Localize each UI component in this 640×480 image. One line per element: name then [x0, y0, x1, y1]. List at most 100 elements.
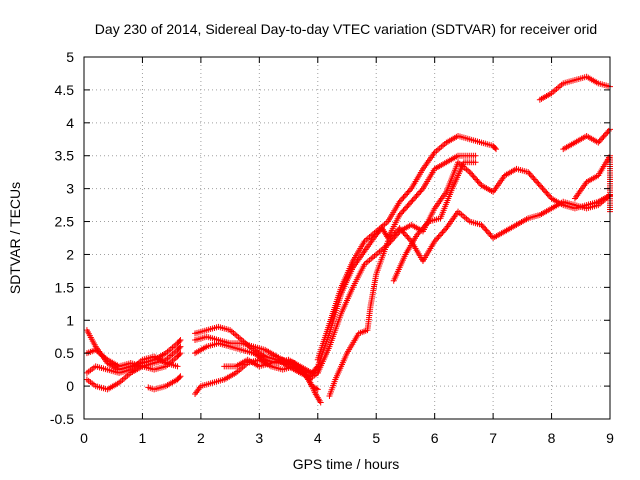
data-point: [442, 226, 449, 233]
data-point: [391, 230, 398, 237]
data-point: [472, 159, 479, 166]
y-tick-label: 1: [66, 312, 74, 328]
y-tick-label: -0.5: [50, 411, 74, 427]
data-point: [418, 227, 425, 234]
data-point: [483, 227, 490, 234]
data-point: [405, 235, 412, 242]
data-point: [404, 203, 411, 210]
data-point: [421, 222, 428, 229]
data-point: [438, 230, 445, 237]
data-point: [601, 132, 608, 139]
data-point: [396, 198, 403, 205]
data-point: [545, 192, 552, 199]
data-point: [414, 191, 421, 198]
x-tick-label: 2: [197, 430, 205, 446]
data-point: [471, 175, 478, 182]
series-trace-10: [221, 356, 324, 406]
series-trace-12: [314, 132, 500, 363]
data-point: [396, 211, 403, 218]
data-point: [468, 170, 475, 177]
data-point: [416, 228, 423, 235]
data-point: [599, 135, 606, 142]
series-trace-5: [145, 373, 184, 393]
data-point: [397, 197, 404, 204]
data-point: [177, 343, 184, 350]
data-point: [414, 231, 421, 238]
data-point: [384, 238, 391, 245]
data-point: [420, 224, 427, 231]
x-tick-label: 0: [80, 430, 88, 446]
data-point: [416, 190, 423, 197]
data-point: [406, 200, 413, 207]
data-point: [434, 235, 441, 242]
data-point: [432, 236, 439, 243]
data-point: [404, 233, 411, 240]
data-point: [473, 176, 480, 183]
data-point: [481, 224, 488, 231]
data-point: [404, 190, 411, 197]
chart-title: Day 230 of 2014, Sidereal Day-to-day VTE…: [95, 21, 597, 37]
x-tick-label: 8: [548, 430, 556, 446]
data-point: [409, 197, 416, 204]
data-point: [400, 207, 407, 214]
data-point: [400, 194, 407, 201]
data-point: [525, 169, 532, 176]
data-point: [440, 228, 447, 235]
data-point: [530, 175, 537, 182]
data-point: [405, 201, 412, 208]
data-point: [482, 226, 489, 233]
plot-frame: [83, 56, 611, 420]
series-trace-17: [560, 126, 613, 153]
data-point: [388, 233, 395, 240]
data-point: [535, 180, 542, 187]
data-point: [174, 363, 181, 370]
series-trace-16: [536, 73, 613, 103]
data-point: [529, 173, 536, 180]
x-tick-label: 1: [139, 430, 147, 446]
data-point: [466, 169, 473, 176]
data-point: [401, 206, 408, 213]
data-point: [595, 139, 602, 146]
data-point: [436, 232, 443, 239]
data-point: [600, 133, 607, 140]
data-point: [399, 209, 406, 216]
y-axis-label: SDTVAR / TECUs: [7, 182, 23, 294]
data-point: [396, 225, 403, 232]
data-point: [397, 226, 404, 233]
data-series: [83, 73, 613, 406]
x-tick-label: 5: [372, 430, 380, 446]
data-point: [417, 188, 424, 195]
data-point: [543, 189, 550, 196]
y-tick-label: 3: [66, 181, 74, 197]
y-tick-label: 0.5: [55, 345, 75, 361]
data-point: [424, 220, 431, 227]
data-point: [597, 136, 604, 143]
data-point: [469, 172, 476, 179]
data-point: [399, 195, 406, 202]
data-point: [478, 221, 485, 228]
x-tick-label: 9: [606, 430, 614, 446]
data-point: [317, 399, 324, 406]
data-point: [526, 170, 533, 177]
data-point: [408, 198, 415, 205]
data-point: [406, 187, 413, 194]
data-point: [435, 233, 442, 240]
data-point: [492, 145, 499, 152]
data-point: [410, 195, 417, 202]
data-point: [177, 373, 184, 380]
data-point: [419, 225, 426, 232]
x-tick-label: 7: [489, 430, 497, 446]
data-point: [423, 221, 430, 228]
data-point: [397, 210, 404, 217]
x-tick-label: 6: [431, 430, 439, 446]
data-point: [431, 238, 438, 245]
data-point: [536, 182, 543, 189]
data-point: [399, 228, 406, 235]
data-point: [392, 229, 399, 236]
axis-ticks: 0 1 2 3 4 5 6 7 8 9 -0.5 0 0.5 1 1.5 2 2.5 3 3.5 4 4.5 5: [50, 49, 614, 446]
data-point: [415, 230, 422, 237]
data-point: [390, 232, 397, 239]
data-point: [403, 191, 410, 198]
y-tick-label: 4.5: [55, 82, 75, 98]
